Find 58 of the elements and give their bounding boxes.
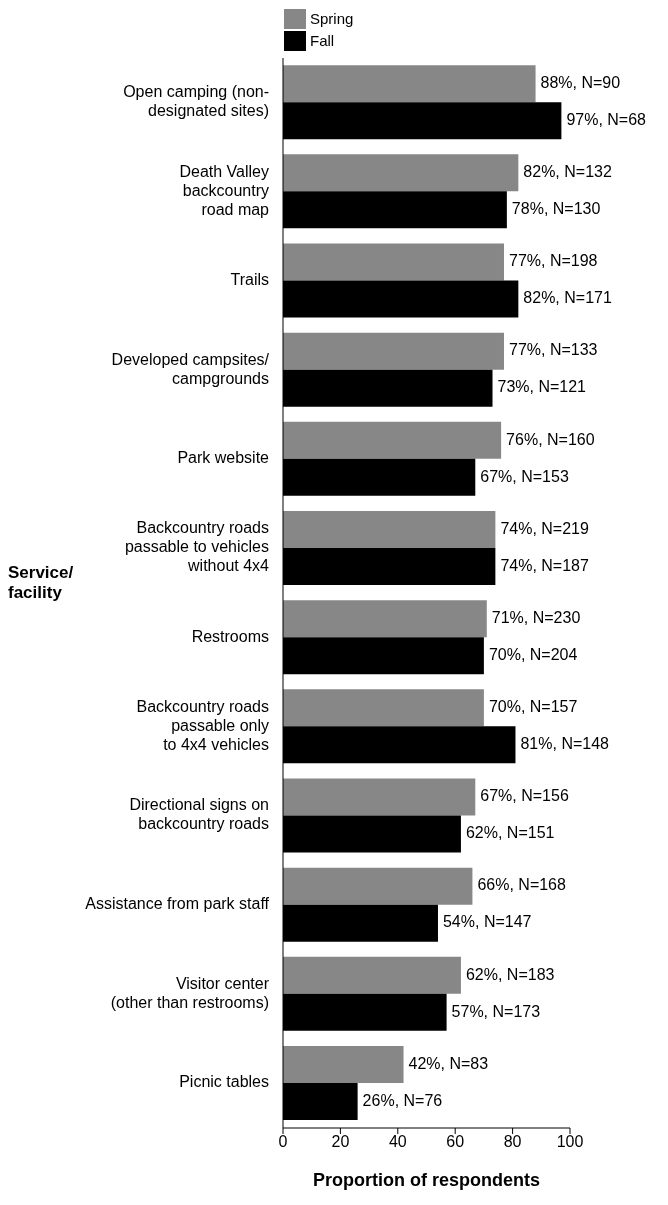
y-tick-label: Assistance from park staff bbox=[85, 895, 270, 913]
y-tick-label: Backcountry roads passable to vehicles without 4x4 bbox=[124, 519, 270, 575]
x-tick-label: 60 bbox=[446, 1133, 465, 1151]
data-label: 67%, N=153 bbox=[480, 467, 569, 485]
y-tick-label: Backcountry roads passable only to 4x4 vehicles bbox=[136, 697, 269, 753]
x-tick-label: 0 bbox=[278, 1133, 288, 1151]
x-tick-label: 100 bbox=[556, 1133, 584, 1151]
legend-label: Spring bbox=[310, 9, 354, 29]
bar bbox=[283, 600, 487, 638]
y-tick-label: Developed campsites/ campgrounds bbox=[111, 350, 270, 387]
data-label: 66%, N=168 bbox=[477, 876, 567, 894]
data-label: 97%, N=68 bbox=[566, 110, 647, 128]
y-tick-label: Visitor center (other than restrooms) bbox=[110, 974, 270, 1011]
data-label: 71%, N=230 bbox=[491, 608, 581, 626]
data-label: 26%, N=76 bbox=[362, 1091, 443, 1109]
bar bbox=[283, 243, 504, 281]
data-label: 77%, N=133 bbox=[508, 341, 598, 359]
data-label: 76%, N=160 bbox=[506, 430, 595, 448]
bar bbox=[283, 421, 502, 459]
x-tick-label: 80 bbox=[503, 1133, 522, 1151]
y-tick-label: Trails bbox=[230, 271, 269, 289]
x-tick-label: 40 bbox=[388, 1133, 407, 1151]
x-axis-title: Proportion of respondents bbox=[313, 1170, 540, 1190]
data-label: 82%, N=132 bbox=[523, 163, 612, 181]
data-label: 70%, N=204 bbox=[488, 645, 578, 663]
y-tick-label: Picnic tables bbox=[179, 1073, 269, 1091]
y-axis-title: Service/ facility bbox=[8, 563, 74, 603]
bar bbox=[283, 510, 496, 548]
data-label: 70%, N=157 bbox=[488, 698, 578, 716]
data-label: 88%, N=90 bbox=[540, 73, 621, 91]
data-label: 77%, N=198 bbox=[508, 252, 598, 270]
bar bbox=[283, 332, 504, 370]
data-label: 74%, N=219 bbox=[500, 519, 589, 537]
data-label: 62%, N=183 bbox=[465, 965, 555, 983]
data-label: 54%, N=147 bbox=[442, 913, 532, 931]
bar bbox=[283, 689, 484, 727]
x-tick-label: 20 bbox=[331, 1133, 350, 1151]
y-tick-label: Park website bbox=[177, 449, 270, 467]
y-tick-label: Restrooms bbox=[191, 627, 269, 645]
bar bbox=[283, 778, 476, 816]
data-label: 73%, N=121 bbox=[497, 378, 587, 396]
legend-label: Fall bbox=[310, 31, 335, 51]
y-tick-label: Death Valley backcountry road map bbox=[179, 162, 270, 218]
y-tick-label: Directional signs on backcountry roads bbox=[129, 796, 269, 833]
data-label: 78%, N=130 bbox=[511, 200, 601, 218]
bar bbox=[283, 1045, 404, 1083]
data-label: 62%, N=151 bbox=[465, 824, 555, 842]
y-tick-label: Open camping (non- designated sites) bbox=[123, 83, 269, 120]
data-label: 57%, N=173 bbox=[451, 1002, 541, 1020]
data-label: 67%, N=156 bbox=[480, 787, 569, 805]
data-label: 81%, N=148 bbox=[520, 735, 610, 753]
bar bbox=[283, 956, 461, 994]
data-label: 74%, N=187 bbox=[500, 556, 589, 574]
bar bbox=[283, 867, 473, 905]
bar bbox=[283, 65, 536, 103]
data-label: 42%, N=83 bbox=[408, 1054, 489, 1072]
bar bbox=[283, 154, 519, 192]
data-label: 82%, N=171 bbox=[523, 289, 612, 307]
